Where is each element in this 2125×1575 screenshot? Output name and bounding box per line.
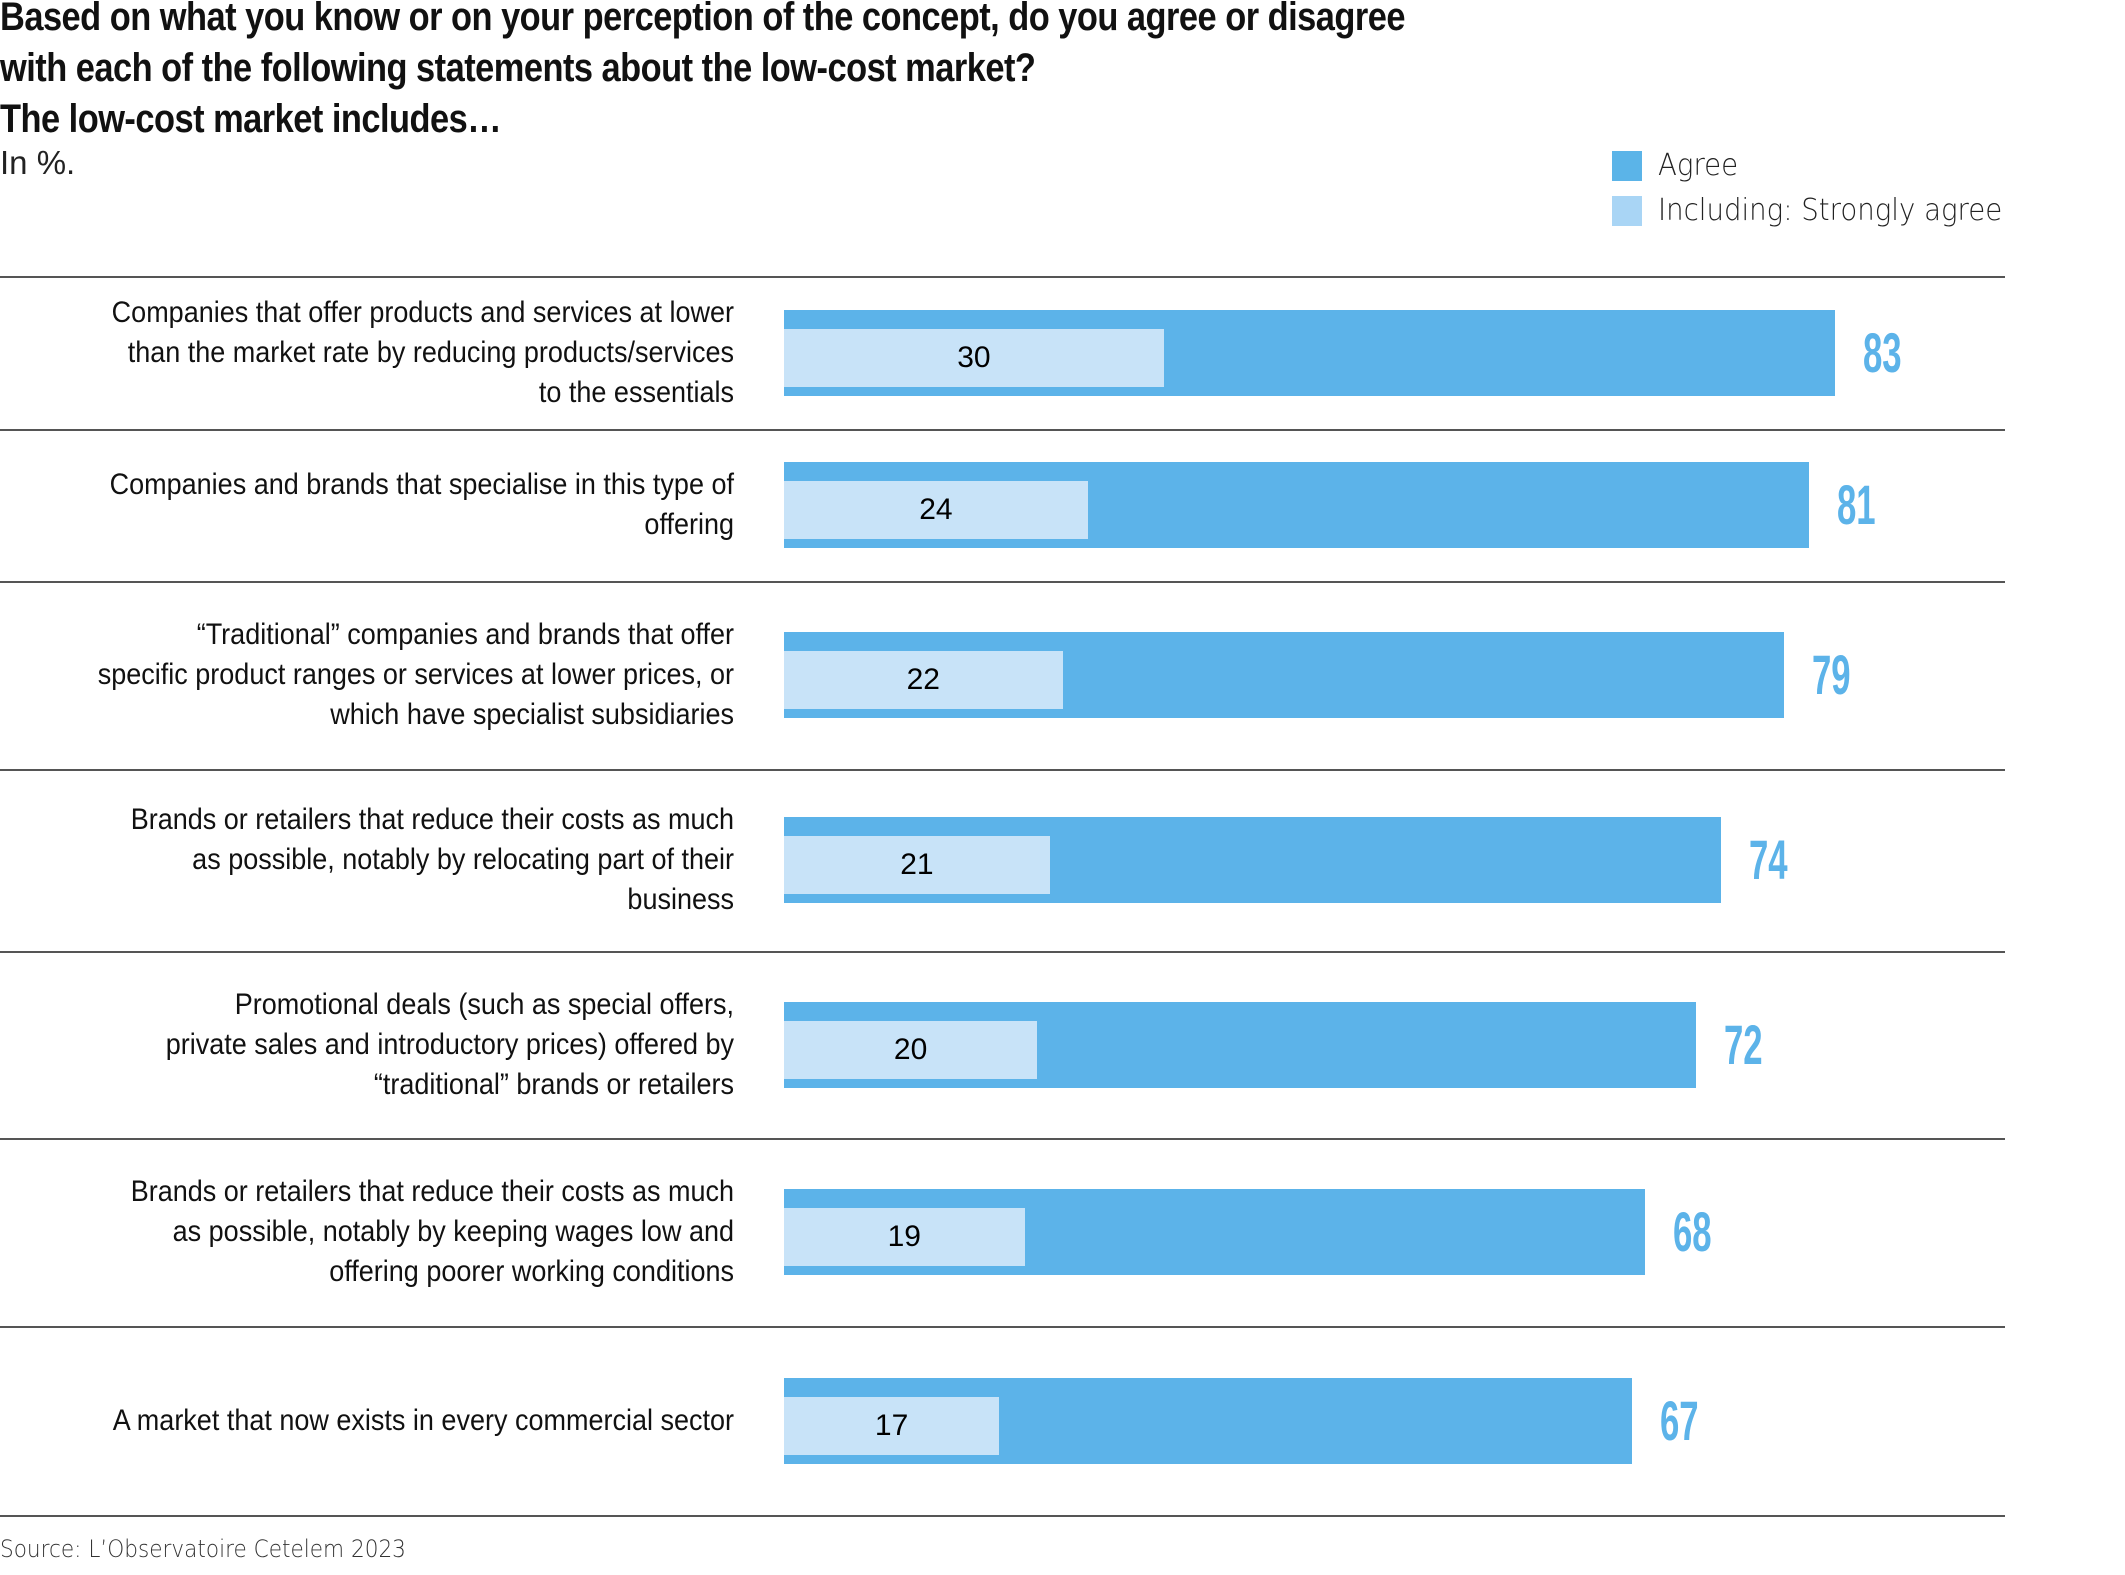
chart-title: Based on what you know or on your percep…: [0, 0, 1505, 145]
data-label-strongly-agree: 22: [906, 663, 940, 696]
category-label-line: Companies that offer products and servic…: [111, 295, 734, 329]
legend-item-strongly-agree: Including: Strongly agree: [1612, 188, 2032, 233]
category-label: Brands or retailers that reduce their co…: [0, 1138, 734, 1326]
category-label-line: as possible, notably by keeping wages lo…: [172, 1215, 734, 1248]
category-label-line: than the market rate by reducing product…: [127, 335, 735, 369]
category-label-line: Brands or retailers that reduce their co…: [130, 1175, 735, 1208]
bar-strongly-agree: 20: [784, 1020, 1038, 1079]
category-label-line: “traditional” brands or retailers: [373, 1067, 734, 1101]
bar-strongly-agree: 30: [784, 328, 1164, 387]
row-separator: [0, 1515, 2005, 1517]
data-label-strongly-agree: 19: [887, 1220, 921, 1253]
category-label: A market that now exists in every commer…: [0, 1326, 734, 1515]
category-label-line: private sales and introductory prices) o…: [165, 1027, 734, 1061]
category-label-line: “Traditional” companies and brands that …: [196, 618, 734, 651]
source-note: Source: L’Observatoire Cetelem 2023: [0, 1535, 406, 1563]
category-label-line: which have specialist subsidiaries: [330, 698, 734, 731]
legend: Agree Including: Strongly agree: [1612, 143, 2032, 233]
data-label-strongly-agree: 30: [957, 340, 991, 374]
data-label-agree: 74: [1748, 828, 1788, 891]
category-label: Brands or retailers that reduce their co…: [0, 769, 734, 951]
row-separator: [0, 581, 2005, 583]
category-label-line: Companies and brands that specialise in …: [109, 468, 735, 501]
category-label-line: specific product ranges or services at l…: [97, 658, 735, 691]
legend-label: Including: Strongly agree: [1658, 193, 2003, 228]
legend-swatch-agree-icon: [1612, 150, 1642, 181]
row-separator: [0, 769, 2005, 771]
category-label-line: business: [627, 883, 734, 916]
chart-title-line: The low-cost market includes…: [0, 97, 502, 141]
category-label: Companies and brands that specialise in …: [0, 429, 734, 581]
legend-swatch-strongly-agree-icon: [1612, 195, 1642, 226]
bar-strongly-agree: 24: [784, 481, 1088, 539]
row-separator: [0, 1138, 2005, 1140]
category-label: Companies that offer products and servic…: [0, 276, 734, 429]
row-separator: [0, 1326, 2005, 1328]
data-label-agree: 81: [1837, 473, 1877, 536]
chart-title-line: with each of the following statements ab…: [0, 46, 1036, 90]
category-label-line: A market that now exists in every commer…: [112, 1403, 735, 1437]
category-label: “Traditional” companies and brands that …: [0, 581, 734, 769]
category-label-line: offering poorer working conditions: [329, 1255, 734, 1288]
data-label-agree: 79: [1812, 643, 1851, 706]
row-separator: [0, 276, 2005, 278]
bar-strongly-agree: 21: [784, 836, 1050, 894]
category-label-line: offering: [644, 508, 734, 541]
data-label-strongly-agree: 17: [874, 1408, 909, 1442]
chart-subtitle: In %.: [0, 144, 76, 181]
data-label-strongly-agree: 21: [900, 848, 934, 881]
row-separator: [0, 951, 2005, 953]
legend-item-agree: Agree: [1612, 143, 2032, 188]
category-label-line: as possible, notably by relocating part …: [192, 843, 734, 876]
data-label-strongly-agree: 24: [919, 493, 953, 526]
data-label-agree: 68: [1672, 1200, 1712, 1263]
category-label-line: Promotional deals (such as special offer…: [234, 987, 735, 1021]
data-label-agree: 83: [1862, 320, 1902, 384]
data-label-agree: 67: [1660, 1388, 1699, 1452]
category-label-line: to the essentials: [538, 375, 734, 409]
bar-strongly-agree: 22: [784, 651, 1063, 709]
data-label-agree: 72: [1723, 1012, 1763, 1076]
category-label: Promotional deals (such as special offer…: [0, 951, 734, 1138]
legend-label: Agree: [1658, 148, 1739, 183]
bar-strongly-agree: 17: [784, 1396, 1000, 1455]
row-separator: [0, 429, 2005, 431]
data-label-strongly-agree: 20: [893, 1032, 928, 1066]
chart-title-line: Based on what you know or on your percep…: [0, 0, 1406, 39]
bar-strongly-agree: 19: [784, 1208, 1025, 1266]
category-label-line: Brands or retailers that reduce their co…: [130, 803, 735, 836]
